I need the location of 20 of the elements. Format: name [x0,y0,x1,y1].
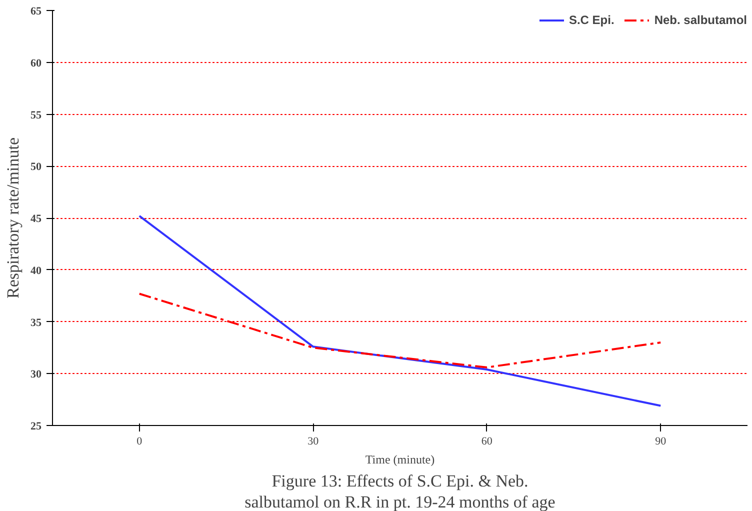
caption: Figure 13: Effects of S.C Epi. & Neb. salbutamol on R.R in pt. 19-24 months of age [244,472,556,511]
y-tick-label: 30 [30,368,42,381]
y-tick-label: 55 [30,109,42,122]
y-tick-label: 45 [30,213,42,225]
line-series [138,214,662,407]
y-axis-title: Respiratory rate/minute [4,138,22,298]
y-tick-label: 25 [30,420,42,432]
x-tick-label: 60 [481,436,493,448]
legend-label: S.C Epi. [568,13,614,27]
y-tick-label: 40 [30,264,42,277]
line-series [138,292,662,368]
x-tick-label: 0 [136,436,143,448]
y-tick-label: 65 [30,6,42,18]
x-tick-label: 30 [308,436,320,448]
x-tick-label: 90 [655,436,667,448]
y-tick-label: 60 [30,57,42,70]
y-tick-label: 35 [30,316,42,329]
x-axis-title: Time (minute) [365,452,435,466]
legend-label: Neb. salbutamol [654,13,747,27]
y-tick-label: 50 [30,161,42,174]
